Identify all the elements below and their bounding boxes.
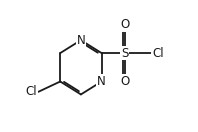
Text: N: N bbox=[77, 34, 85, 47]
Text: O: O bbox=[120, 18, 129, 31]
Text: S: S bbox=[121, 47, 129, 60]
Text: Cl: Cl bbox=[25, 85, 37, 98]
Text: Cl: Cl bbox=[152, 47, 164, 60]
Text: N: N bbox=[97, 75, 106, 88]
Text: O: O bbox=[120, 75, 129, 88]
